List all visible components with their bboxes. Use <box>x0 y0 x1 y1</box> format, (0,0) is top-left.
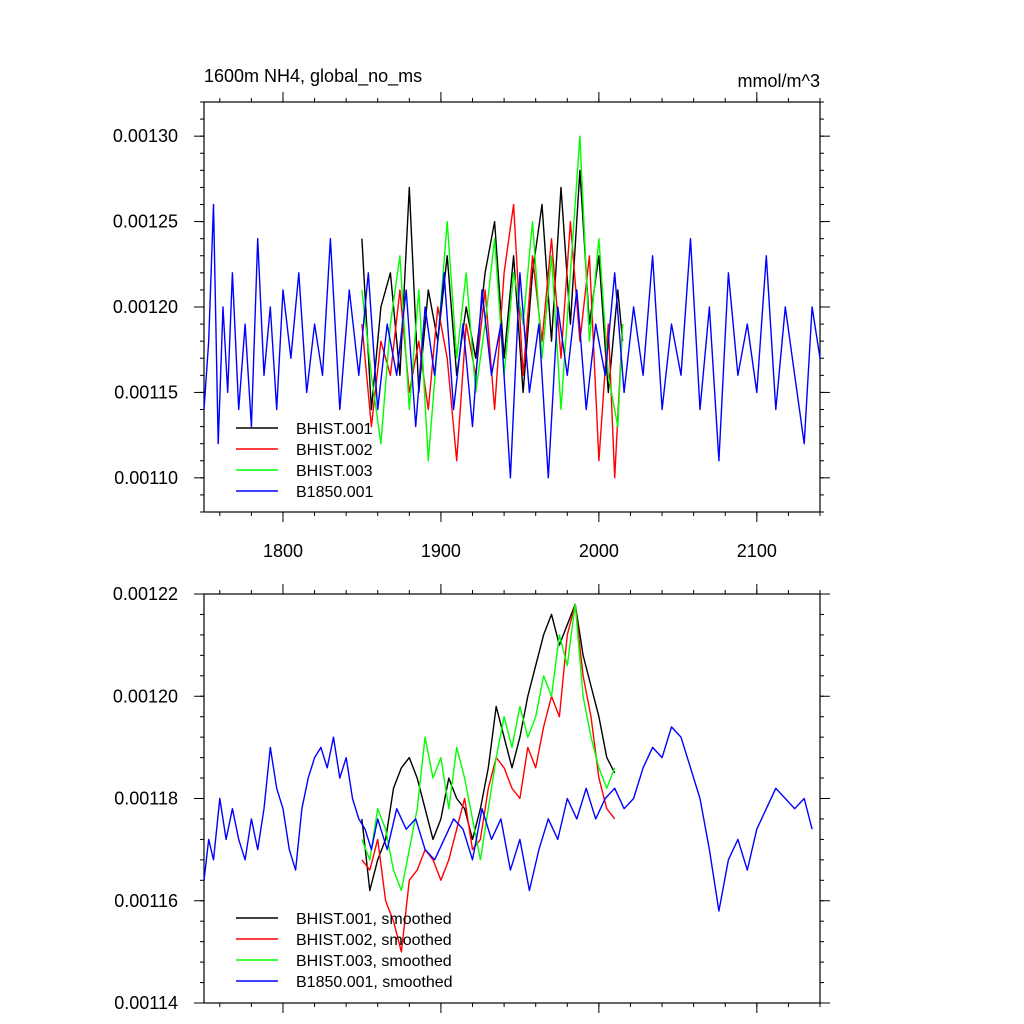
bottom-panel: 0.00114 0.00116 0.00118 0.00120 0.00122 BHIST… <box>113 584 830 1013</box>
y-tick-label: 0.00116 <box>114 891 178 911</box>
series-line-bhist-001-smoothed <box>361 603 616 892</box>
y-tick-label: 0.00120 <box>113 686 178 706</box>
series-line-bhist-002-smoothed <box>361 603 616 953</box>
y-tick-label: 0.00118 <box>114 789 178 809</box>
y-tick-label: 0.00130 <box>113 126 178 146</box>
legend-label: BHIST.003 <box>296 463 373 480</box>
series-line-bhist-003-smoothed <box>361 603 616 892</box>
units-label: mmol/m^3 <box>738 71 820 91</box>
x-tick-label: 1900 <box>421 541 461 561</box>
x-tick-label: 1800 <box>263 541 303 561</box>
y-tick-label: 0.00110 <box>114 468 178 488</box>
legend-label: BHIST.001 <box>296 421 373 438</box>
top-panel: 0.00110 0.00115 0.00120 0.00125 0.00130 1800 1… <box>113 92 830 561</box>
legend-label: BHIST.003, smoothed <box>296 953 452 970</box>
y-tick-label: 0.00115 <box>114 382 178 402</box>
y-tick-label: 0.00122 <box>113 584 178 604</box>
legend-label: BHIST.001, smoothed <box>296 911 452 928</box>
y-tick-label: 0.00125 <box>113 212 178 232</box>
chart-title: 1600m NH4, global_no_ms <box>204 66 422 87</box>
x-tick-label: 2000 <box>579 541 619 561</box>
legend-label: BHIST.002 <box>296 442 373 459</box>
legend-label: B1850.001 <box>296 484 374 501</box>
series-line-b1850-001 <box>203 203 821 479</box>
legend-label: B1850.001, smoothed <box>296 974 453 991</box>
legend-label: BHIST.002, smoothed <box>296 932 452 949</box>
series-line-bhist-003 <box>361 135 624 462</box>
y-tick-label: 0.00114 <box>114 993 178 1013</box>
series-line-b1850-001-smoothed <box>203 726 813 912</box>
series-line-bhist-001 <box>361 169 624 411</box>
y-tick-label: 0.00120 <box>113 297 178 317</box>
x-tick-label: 2100 <box>737 541 777 561</box>
